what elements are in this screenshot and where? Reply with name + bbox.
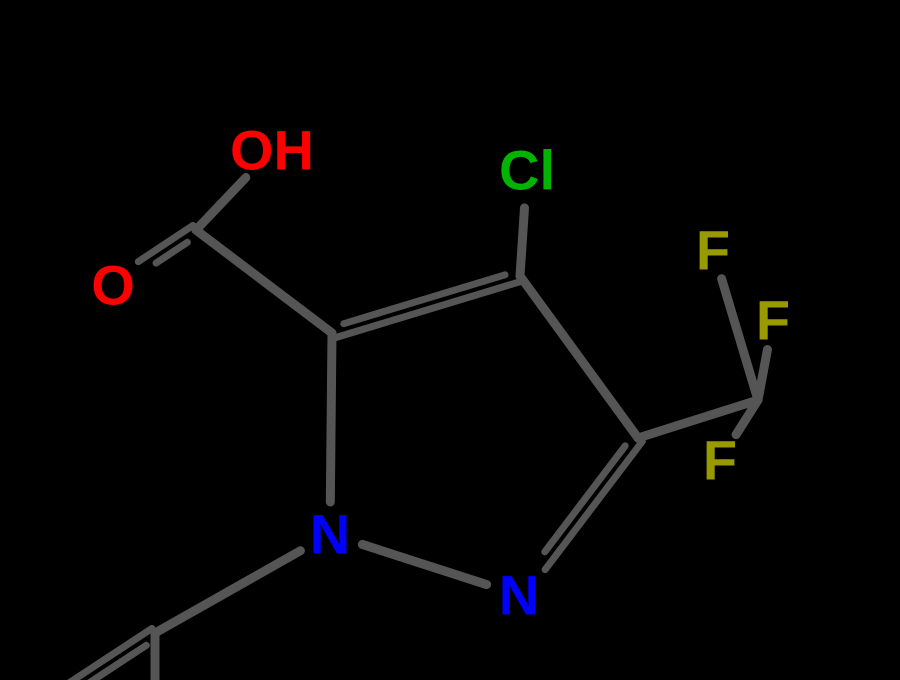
atom-label-f1: F [696,219,730,282]
atom-label-n2: N [310,503,350,566]
atom-label-n1: N [499,564,539,627]
atom-label-oh: OH [230,119,314,182]
atom-label-cl: Cl [499,139,555,202]
atom-label-f3: F [703,429,737,492]
atom-label-f2: F [756,289,790,352]
atom-label-od: O [91,254,135,317]
molecule-diagram: NNOOHClFFF [0,0,900,680]
